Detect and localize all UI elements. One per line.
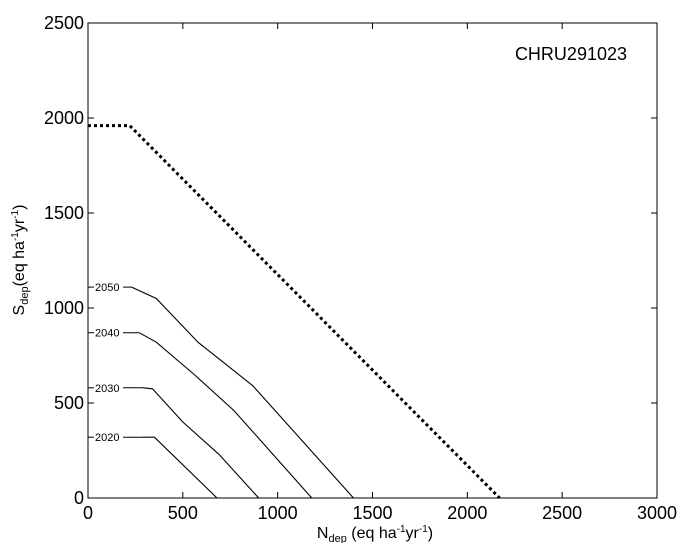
chart-annotation: CHRU291023 — [515, 44, 627, 64]
y-axis-label-sub: dep — [19, 286, 31, 304]
x-tick-label: 2500 — [542, 503, 582, 523]
series-group — [88, 124, 501, 500]
y-axis-label-end: ) — [11, 205, 28, 210]
x-axis-label-main: N — [317, 525, 329, 542]
y-tick-label: 500 — [54, 393, 84, 413]
x-axis-label: Ndep (eq ha-1yr-1) — [317, 524, 433, 543]
x-axis-label-mid: yr — [406, 525, 420, 542]
series-label-2040: 2040 — [95, 328, 119, 340]
x-axis-label-end: ) — [428, 525, 433, 542]
x-tick-label: 0 — [83, 503, 93, 523]
y-axis-label-mid: yr — [11, 218, 28, 232]
critical-load-boundary-line — [88, 124, 501, 500]
ticks-group — [87, 22, 658, 499]
series-label-2020: 2020 — [95, 432, 119, 444]
y-axis-label-main: S — [11, 305, 28, 316]
x-axis-label-sup1: -1 — [397, 524, 406, 535]
series-line-2030 — [142, 387, 260, 499]
series-label-2030: 2030 — [95, 383, 119, 395]
tick-labels-group: 0 500 1000 1500 2000 2500 3000 0 500 1000 1500 2000… — [44, 13, 677, 523]
x-axis-label-sup2: -1 — [419, 524, 428, 535]
series-labels-group: 2050 2040 2030 2020 — [88, 282, 144, 444]
y-axis-label: Sdep(eq ha-1yr-1) — [10, 205, 31, 316]
y-tick-label: 2000 — [44, 108, 84, 128]
series-line-2020 — [143, 436, 218, 499]
series-line-2050 — [131, 286, 354, 499]
x-axis-label-rest: (eq ha — [347, 525, 397, 542]
x-tick-label: 1000 — [258, 503, 298, 523]
x-tick-label: 1500 — [352, 503, 392, 523]
y-tick-label: 1500 — [44, 203, 84, 223]
x-tick-label: 500 — [168, 503, 198, 523]
series-line-2040 — [138, 332, 313, 499]
series-label-2050: 2050 — [95, 282, 119, 294]
y-axis-label-sup2: -1 — [10, 209, 21, 218]
x-tick-label: 3000 — [637, 503, 677, 523]
plot-area — [87, 22, 658, 499]
y-tick-label: 2500 — [44, 13, 84, 33]
x-tick-label: 2000 — [447, 503, 487, 523]
x-axis-label-sub: dep — [328, 533, 346, 543]
y-axis-label-sup1: -1 — [10, 232, 21, 241]
y-axis-label-rest: (eq ha — [11, 241, 28, 286]
y-tick-label: 1000 — [44, 298, 84, 318]
y-tick-label: 0 — [74, 488, 84, 508]
